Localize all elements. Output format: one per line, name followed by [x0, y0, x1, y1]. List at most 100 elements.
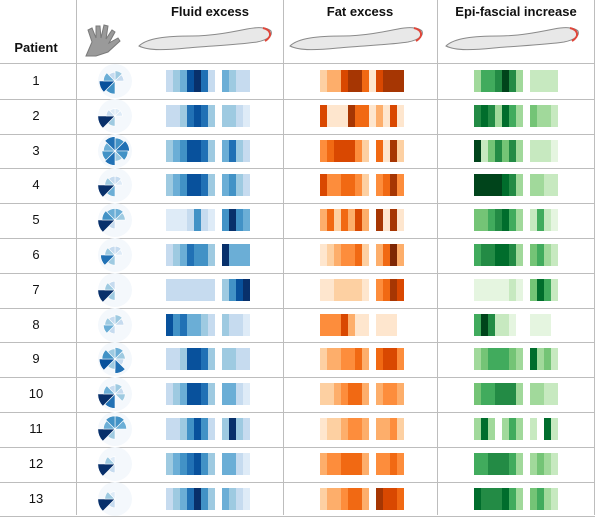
epi-heat-strip	[474, 70, 558, 92]
glyph-sector	[108, 315, 116, 326]
heat-cell	[194, 488, 201, 510]
heat-cell	[215, 348, 222, 370]
glyph-sector	[114, 383, 123, 395]
epi-heat-strip	[474, 488, 558, 510]
heat-cell	[222, 244, 229, 266]
heat-cell	[474, 383, 481, 405]
heat-cell	[509, 70, 516, 92]
epi-heat-strip	[474, 140, 558, 162]
heat-cell	[341, 383, 348, 405]
heat-cell	[537, 314, 544, 336]
heat-cell	[502, 174, 509, 196]
heat-cell	[187, 209, 194, 231]
heat-cell	[474, 105, 481, 127]
heat-cell	[551, 418, 558, 440]
fluid-heat-strip	[166, 453, 250, 475]
heat-cell	[383, 383, 390, 405]
heat-cell	[397, 244, 404, 266]
heat-cell	[320, 488, 327, 510]
heat-cell	[341, 209, 348, 231]
heat-cell	[537, 140, 544, 162]
heat-cell	[334, 314, 341, 336]
heat-cell	[544, 279, 551, 301]
heat-cell	[355, 383, 362, 405]
heat-cell	[243, 453, 250, 475]
heat-cell	[390, 488, 397, 510]
glyph-sector	[114, 179, 123, 186]
heat-cell	[194, 348, 201, 370]
heat-cell	[215, 488, 222, 510]
heat-cell	[187, 383, 194, 405]
glyph-sector	[114, 74, 125, 82]
heat-cell	[488, 383, 495, 405]
heat-cell	[369, 209, 376, 231]
heat-cell	[390, 244, 397, 266]
heat-cell	[194, 174, 201, 196]
heat-cell	[341, 70, 348, 92]
heat-cell	[488, 105, 495, 127]
heat-cell	[166, 105, 173, 127]
heat-cell	[369, 418, 376, 440]
heat-cell	[194, 105, 201, 127]
glyph-sector	[105, 109, 116, 117]
heat-cell	[320, 209, 327, 231]
glyph-sector	[114, 314, 123, 326]
heat-cell	[369, 488, 376, 510]
heat-cell	[348, 488, 355, 510]
heat-cell	[334, 383, 341, 405]
heat-cell	[348, 314, 355, 336]
glyph-sector	[104, 247, 116, 256]
heat-cell	[530, 174, 537, 196]
heat-cell	[530, 70, 537, 92]
heat-cell	[320, 418, 327, 440]
heat-cell	[222, 314, 229, 336]
heat-cell	[488, 488, 495, 510]
heat-cell	[327, 488, 334, 510]
radial-glyph-icon	[98, 308, 132, 342]
heat-cell	[362, 105, 369, 127]
glyph-sector	[114, 70, 123, 82]
heat-cell	[362, 279, 369, 301]
heat-cell	[355, 209, 362, 231]
heat-cell	[341, 453, 348, 475]
heat-cell	[544, 314, 551, 336]
glyph-sector	[97, 393, 116, 407]
heat-cell	[327, 209, 334, 231]
column-divider-1	[76, 0, 77, 515]
glyph-sector	[109, 456, 116, 465]
glyph-sector	[107, 348, 116, 360]
heat-cell	[215, 453, 222, 475]
heat-cell	[229, 244, 236, 266]
heat-cell	[194, 244, 201, 266]
heat-cell	[481, 209, 488, 231]
heat-cell	[341, 105, 348, 127]
heat-cell	[180, 174, 187, 196]
heat-cell	[180, 453, 187, 475]
heat-cell	[544, 105, 551, 127]
heat-cell	[523, 140, 530, 162]
heat-cell	[180, 418, 187, 440]
heat-cell	[376, 314, 383, 336]
heat-cell	[376, 279, 383, 301]
heat-cell	[544, 488, 551, 510]
heat-cell	[397, 453, 404, 475]
heat-cell	[502, 453, 509, 475]
heat-cell	[222, 488, 229, 510]
heat-cell	[208, 453, 215, 475]
glyph-sector	[114, 358, 126, 374]
heat-cell	[551, 140, 558, 162]
heat-cell	[341, 244, 348, 266]
glyph-sector	[97, 498, 116, 512]
heat-cell	[481, 348, 488, 370]
heat-cell	[201, 314, 208, 336]
heat-cell	[551, 70, 558, 92]
heat-cell	[355, 174, 362, 196]
heat-cell	[166, 314, 173, 336]
heat-cell	[544, 383, 551, 405]
heat-cell	[243, 244, 250, 266]
heat-cell	[243, 209, 250, 231]
heat-cell	[320, 105, 327, 127]
heat-cell	[390, 140, 397, 162]
heat-cell	[194, 209, 201, 231]
heat-cell	[383, 314, 390, 336]
